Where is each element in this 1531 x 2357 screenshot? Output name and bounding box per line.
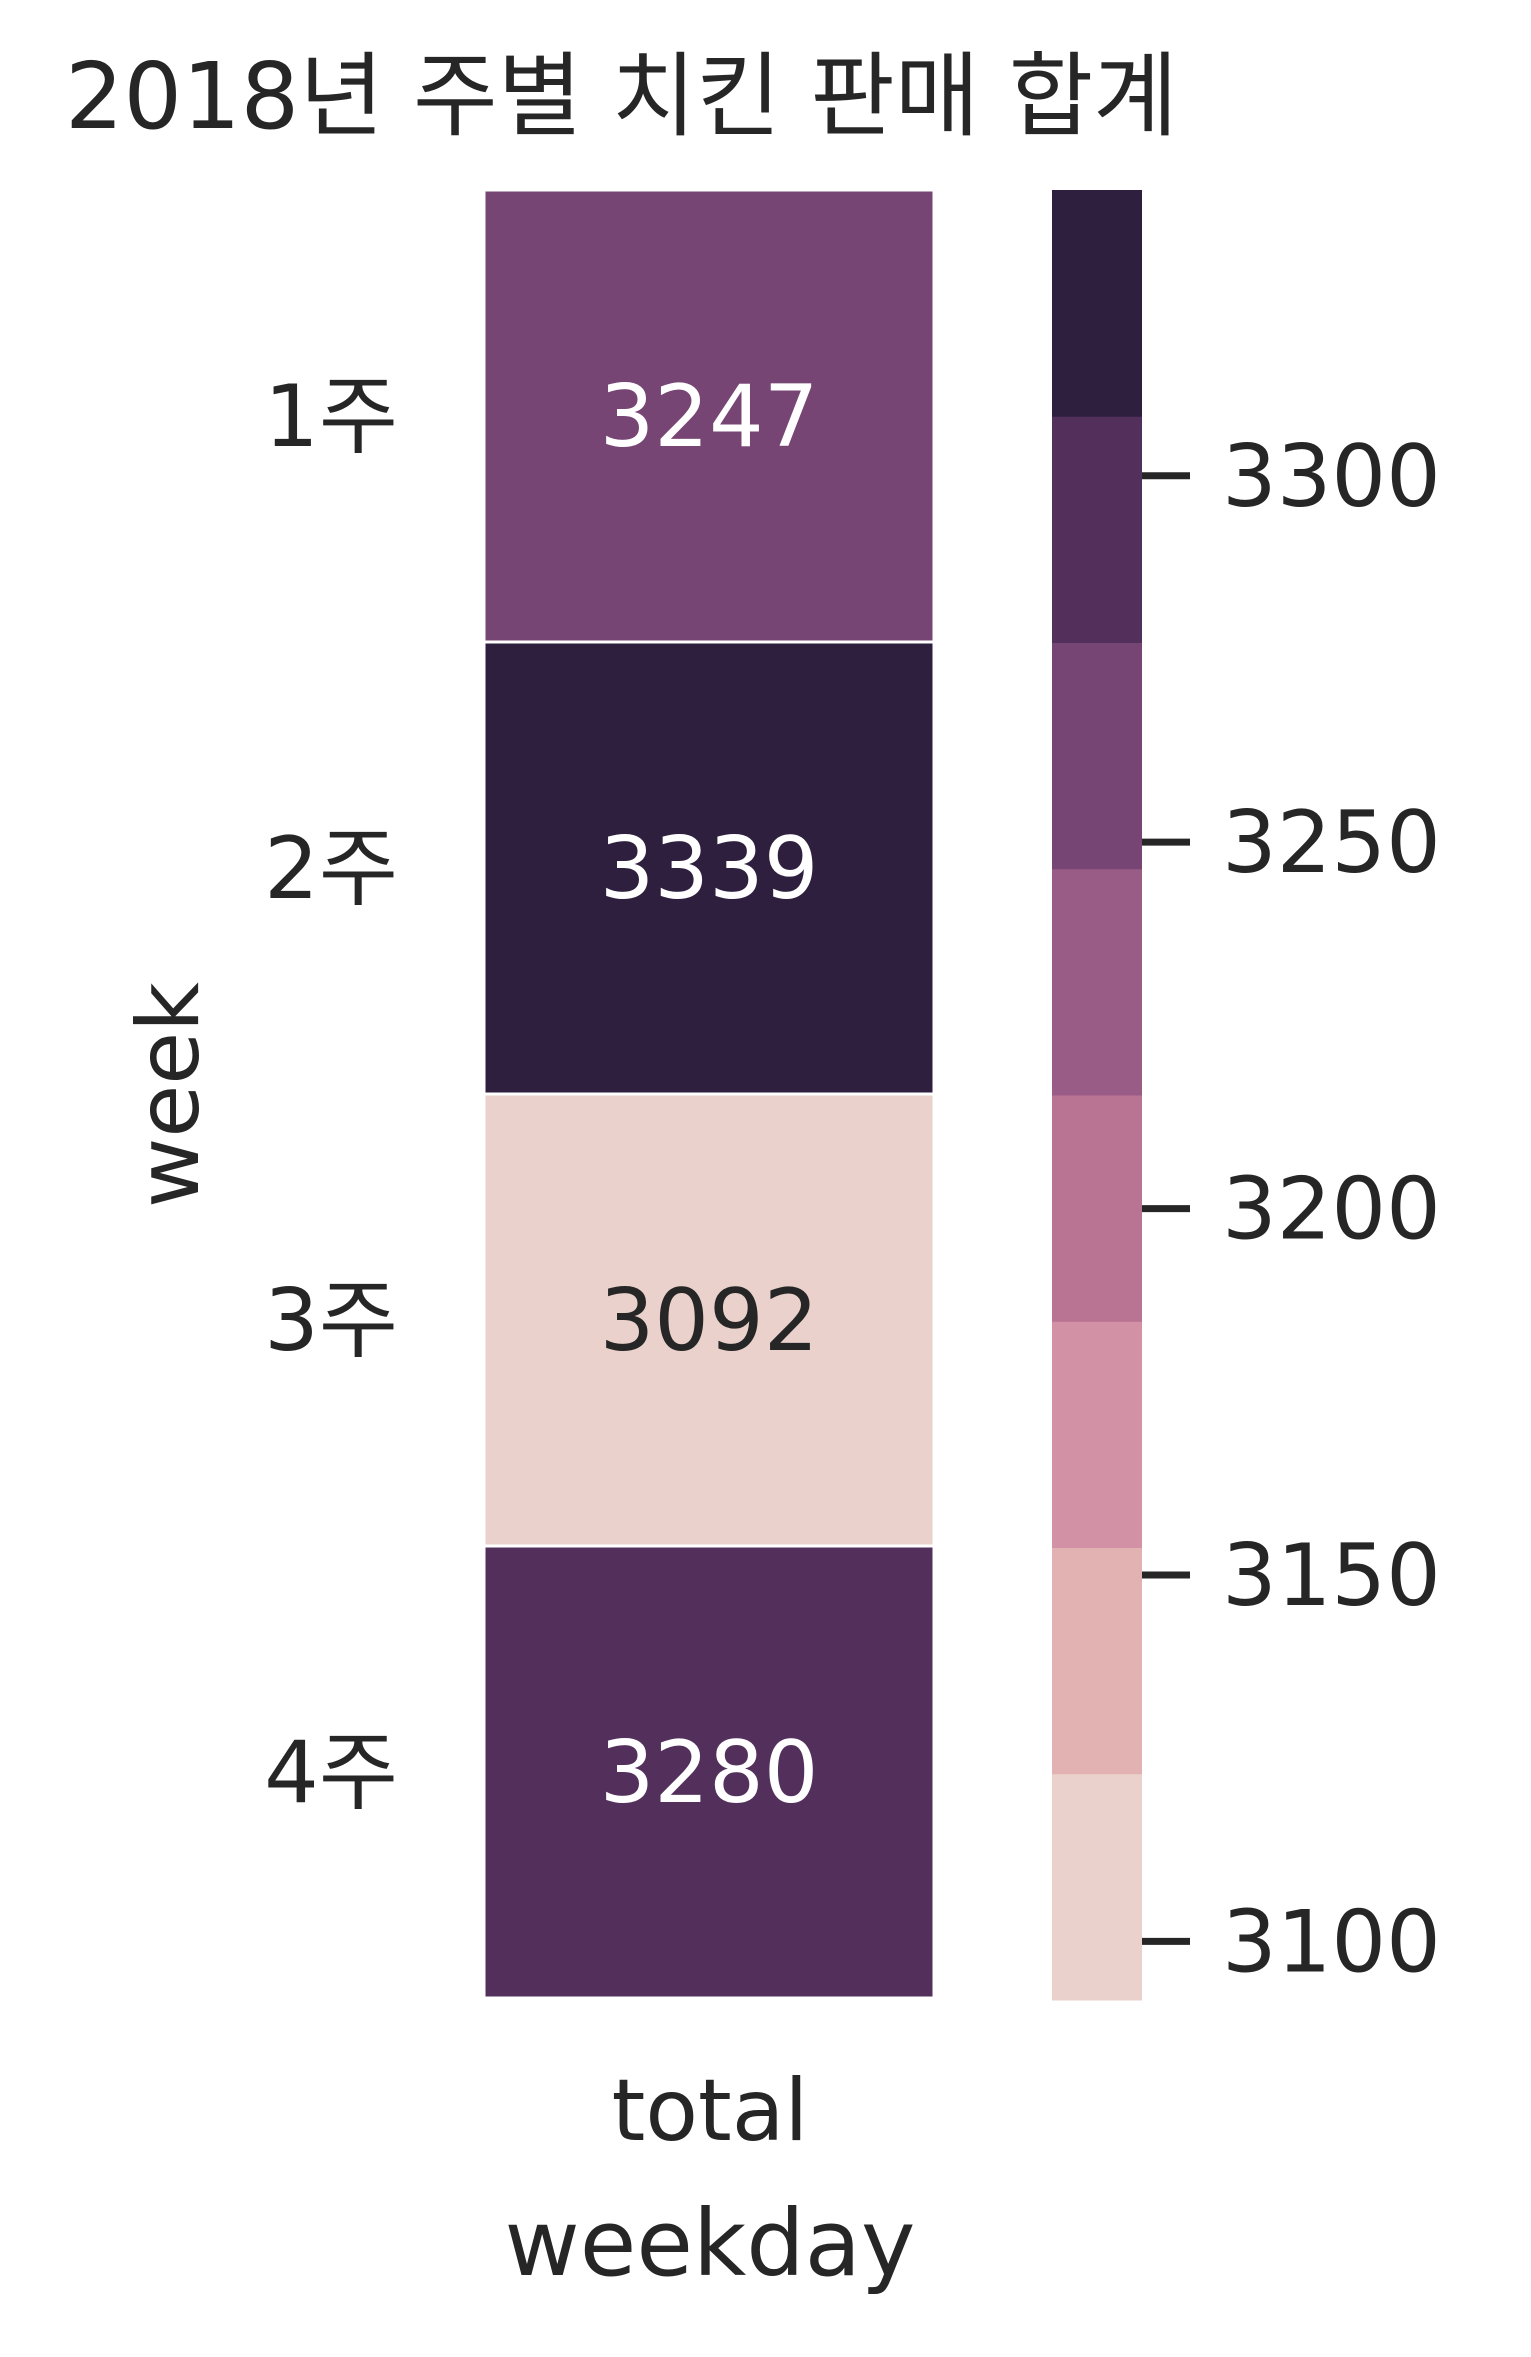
cell-value-label: 3339 [600,819,819,919]
y-tick-label: 4주 [264,1723,398,1823]
heatmap-cells [482,188,936,2000]
colorbar-tick-label: 3300 [1222,427,1441,527]
y-tick-label: 1주 [264,367,398,467]
y-tick-label: 2주 [264,819,398,919]
colorbar-tick-label: 3150 [1222,1526,1441,1626]
heatmap-cell [482,188,936,644]
colorbar-tick-label: 3200 [1222,1160,1441,1260]
cell-value-labels: 3247 3339 3092 3280 [600,367,819,1823]
y-axis-label: week [119,982,219,1208]
colorbar-band [1052,642,1142,870]
heatmap-cell [482,1092,936,1548]
cell-value-label: 3280 [600,1723,819,1823]
x-tick-label: total [612,2061,809,2161]
colorbar-tick-label: 3250 [1222,793,1441,893]
colorbar-band [1052,1773,1142,2001]
cell-value-label: 3092 [600,1271,819,1371]
colorbar-band [1052,190,1142,417]
colorbar [1052,190,1142,2001]
colorbar-band [1052,868,1142,1096]
y-tick-labels: 1주 2주 3주 4주 [264,367,398,1823]
colorbar-band [1052,1321,1142,1548]
colorbar-band [1052,1095,1142,1322]
x-axis-label: weekday [505,2190,916,2297]
y-tick-label: 3주 [264,1271,398,1371]
colorbar-ticks: 3100 3150 3200 3250 3300 [1142,427,1441,1992]
heatmap-cell [482,640,936,1096]
colorbar-band [1052,1547,1142,1775]
chart-title: 2018년 주별 치킨 판매 합계 [65,43,1178,150]
colorbar-tick-label: 3100 [1222,1892,1441,1992]
colorbar-band [1052,416,1142,643]
cell-value-label: 3247 [600,367,819,467]
heatmap-cell [482,1544,936,2000]
